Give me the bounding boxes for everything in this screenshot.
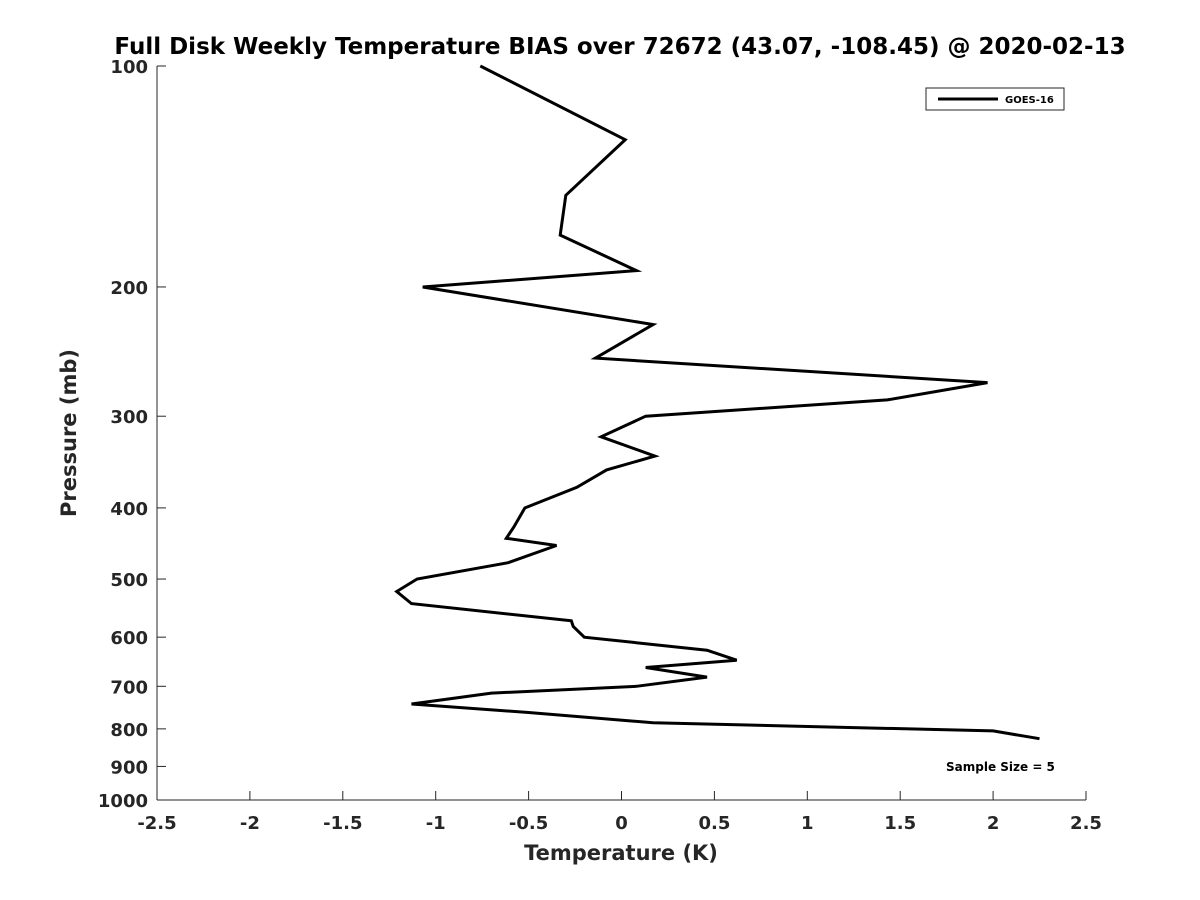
y-tick-label: 300 <box>110 407 148 428</box>
y-tick-label: 800 <box>110 720 148 741</box>
x-tick-label: -1.5 <box>323 813 362 834</box>
x-tick-label: -2 <box>240 813 260 834</box>
x-tick-label: -1 <box>426 813 446 834</box>
sample-size-annotation: Sample Size = 5 <box>946 760 1055 774</box>
x-tick-label: 1 <box>801 813 814 834</box>
x-tick-label: -2.5 <box>137 813 176 834</box>
y-axis-label: Pressure (mb) <box>57 349 81 517</box>
x-tick-label: 0.5 <box>698 813 730 834</box>
x-axis-ticks: -2.5 -2 -1.5 -1 -0.5 0 0.5 1 1.5 2 2.5 <box>137 791 1102 834</box>
y-tick-label: 200 <box>110 278 148 299</box>
y-tick-label: 100 <box>110 57 148 78</box>
y-tick-label: 600 <box>110 628 148 649</box>
y-tick-label: 1000 <box>98 791 148 812</box>
y-axis-ticks: 100 200 300 400 500 600 700 800 900 1000 <box>98 57 166 812</box>
y-tick-label: 400 <box>110 499 148 520</box>
x-tick-label: -0.5 <box>509 813 548 834</box>
y-tick-label: 700 <box>110 677 148 698</box>
x-tick-label: 1.5 <box>884 813 916 834</box>
x-tick-label: 0 <box>615 813 628 834</box>
x-tick-label: 2.5 <box>1070 813 1102 834</box>
legend-label-goes-16: GOES-16 <box>1005 95 1054 106</box>
x-axis-label: Temperature (K) <box>524 841 718 865</box>
series-line-goes-16 <box>394 64 1040 741</box>
chart-title: Full Disk Weekly Temperature BIAS over 7… <box>114 34 1125 60</box>
x-tick-label: 2 <box>987 813 1000 834</box>
legend: GOES-16 <box>925 87 1065 111</box>
series-layer <box>394 64 1040 741</box>
y-tick-label: 900 <box>110 757 148 778</box>
y-tick-label: 500 <box>110 570 148 591</box>
